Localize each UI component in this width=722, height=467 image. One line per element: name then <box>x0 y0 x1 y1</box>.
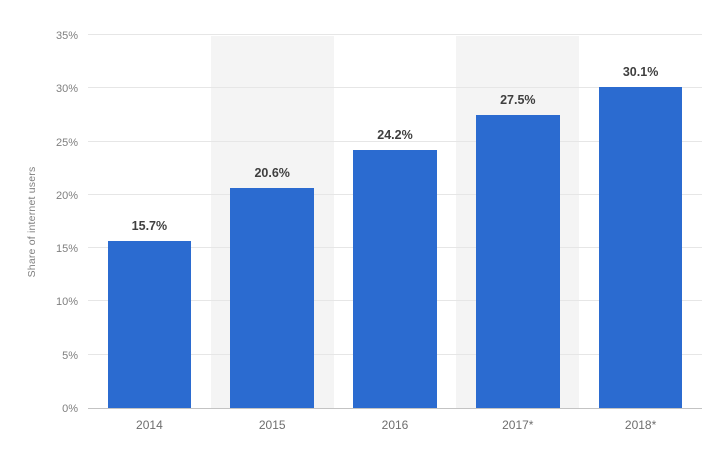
gridline <box>88 140 702 142</box>
y-tick-label: 0% <box>62 403 78 415</box>
value-label: 20.6% <box>254 166 290 181</box>
y-tick-label: 30% <box>55 83 78 96</box>
bar-2017* <box>476 114 560 408</box>
x-tick-label-2014: 2014 <box>136 418 163 432</box>
x-tick-label-2017: 2017* <box>502 418 534 432</box>
value-label: 24.2% <box>377 128 413 143</box>
y-tick-label: 25% <box>55 136 78 149</box>
y-tick-label: 5% <box>62 349 78 362</box>
y-tick-label: 15% <box>55 243 78 256</box>
value-label: 27.5% <box>500 92 536 107</box>
y-tick-label: 35% <box>55 30 78 42</box>
gridline <box>88 34 702 35</box>
x-axis-labels: 2014 2015 2016 2017* 2018* <box>88 418 702 442</box>
value-label: 15.7% <box>131 218 168 233</box>
y-tick-label: 20% <box>55 189 78 202</box>
value-label: 30.1% <box>622 65 659 80</box>
bar-2014 <box>107 240 192 408</box>
x-tick-label-2018: 2018* <box>624 418 657 432</box>
gridline <box>88 87 702 89</box>
y-tick-label: 10% <box>55 296 78 309</box>
plot-area: 15.7% 20.6% 24.2% 27.5% 30.1% <box>88 34 702 409</box>
y-axis-tick-labels: 0% 5% 10% 15% 20% 25% 30% 35% <box>0 30 78 415</box>
bar-2016 <box>353 150 437 408</box>
x-tick-label-2015: 2015 <box>258 418 286 432</box>
x-tick-label-2016: 2016 <box>381 418 409 432</box>
bar-2015 <box>230 188 314 408</box>
bar-2018* <box>598 87 683 408</box>
